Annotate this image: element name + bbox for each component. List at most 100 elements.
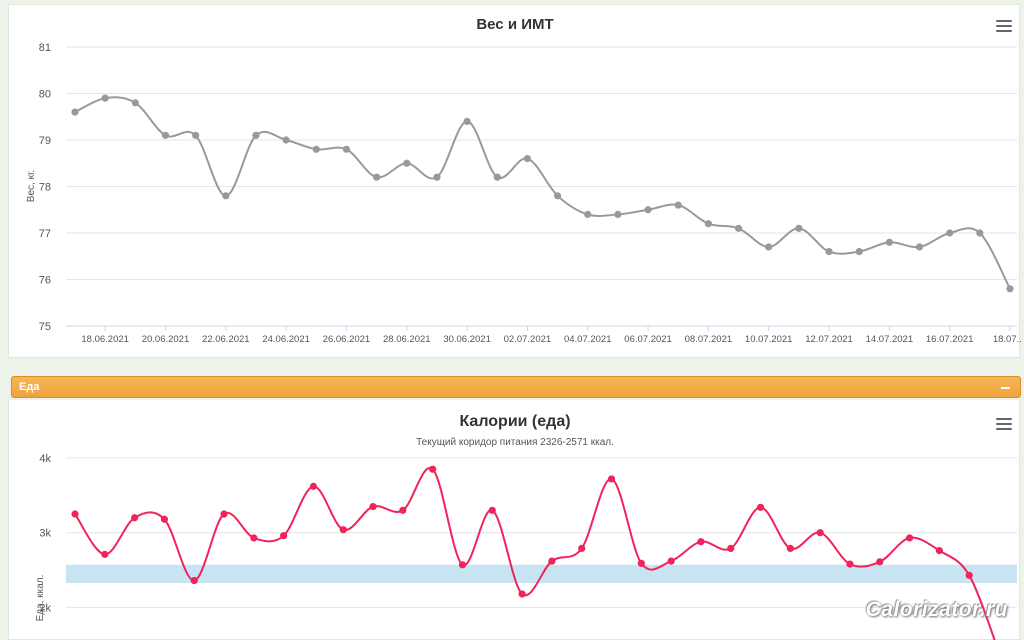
x-tick-label: 24.06.2021 bbox=[262, 334, 310, 345]
weight-data-point bbox=[1006, 285, 1014, 293]
weight-chart-panel: Вес и ИМТ 75 76 77 78 79 80 81 Вес, кг. 18.06.202… bbox=[8, 4, 1021, 358]
x-tick-label: 18.06.2021 bbox=[81, 334, 129, 345]
weight-data-point bbox=[614, 210, 622, 218]
calories-data-point bbox=[458, 561, 467, 569]
calories-data-point bbox=[101, 550, 109, 558]
calories-data-point bbox=[518, 590, 526, 598]
calories-chart: Калории (еда) Текущий коридор питания 232… bbox=[35, 413, 1017, 640]
weight-data-point bbox=[734, 224, 743, 232]
chart-title: Калории (еда) bbox=[459, 413, 570, 430]
weight-data-point bbox=[222, 192, 230, 200]
x-tick-label: 26.06.2021 bbox=[323, 334, 371, 345]
weight-data-point bbox=[433, 173, 441, 181]
y-tick-label: 4k bbox=[39, 453, 51, 465]
y-axis-label: Вес, кг. bbox=[26, 170, 37, 202]
x-tick-label: 14.07.2021 bbox=[866, 334, 914, 345]
x-tick-label: 02.07.2021 bbox=[504, 334, 552, 345]
calories-data-point bbox=[429, 465, 437, 473]
y-tick-label: 76 bbox=[39, 275, 51, 287]
y-tick-label: 79 bbox=[39, 135, 51, 147]
weight-data-point bbox=[704, 220, 712, 228]
calories-chart-menu-icon[interactable] bbox=[996, 418, 1012, 430]
collapse-icon[interactable] bbox=[1001, 387, 1010, 389]
weight-data-point bbox=[553, 192, 562, 200]
weight-data-point bbox=[885, 238, 893, 246]
calories-data-point bbox=[816, 529, 824, 537]
weight-data-point bbox=[192, 131, 200, 139]
calories-data-point bbox=[578, 544, 586, 552]
watermark: Calorizator.ru bbox=[865, 598, 1008, 621]
food-section-header[interactable]: Еда bbox=[11, 376, 1021, 398]
calories-data-point bbox=[846, 560, 854, 568]
y-tick-label: 2k bbox=[39, 602, 51, 614]
x-tick-label: 20.06.2021 bbox=[142, 334, 190, 345]
weight-data-point bbox=[523, 155, 532, 163]
calories-data-point bbox=[399, 506, 407, 514]
x-tick-label: 16.07.2021 bbox=[926, 334, 974, 345]
weight-data-point bbox=[674, 201, 682, 209]
weight-data-point bbox=[312, 145, 320, 153]
weight-data-point bbox=[644, 206, 652, 214]
calories-data-point bbox=[190, 576, 198, 585]
x-tick-label: 10.07.2021 bbox=[745, 334, 793, 345]
food-section-title: Еда bbox=[19, 381, 40, 393]
weight-data-point bbox=[855, 248, 863, 256]
weight-data-point bbox=[584, 210, 592, 218]
calories-data-point bbox=[250, 534, 258, 542]
calories-data-point bbox=[369, 502, 377, 511]
calories-chart-panel: Калории (еда) Текущий коридор питания 232… bbox=[8, 400, 1020, 640]
weight-chart-menu-icon[interactable] bbox=[996, 20, 1012, 32]
y-tick-label: 81 bbox=[39, 42, 51, 54]
weight-data-point bbox=[342, 145, 351, 153]
weight-chart: Вес и ИМТ 75 76 77 78 79 80 81 Вес, кг. 18.06.202… bbox=[26, 16, 1021, 345]
weight-data-point bbox=[915, 243, 924, 251]
chart-title: Вес и ИМТ bbox=[476, 16, 553, 33]
y-tick-label: 3k bbox=[39, 528, 51, 540]
weight-data-point bbox=[976, 229, 984, 237]
calories-data-point bbox=[339, 526, 347, 534]
calories-data-point bbox=[548, 557, 556, 565]
calories-data-point bbox=[280, 532, 288, 540]
weight-data-point bbox=[282, 136, 290, 144]
weight-data-point bbox=[795, 224, 803, 232]
y-tick-label: 78 bbox=[39, 182, 51, 194]
calories-data-point bbox=[71, 510, 79, 518]
weight-data-point bbox=[252, 131, 260, 139]
y-tick-label: 80 bbox=[39, 89, 51, 101]
calories-data-point bbox=[488, 506, 496, 514]
y-axis-label: Еда, ккал. bbox=[35, 575, 46, 622]
calories-data-point bbox=[309, 482, 318, 490]
weight-data-point bbox=[131, 99, 139, 107]
calories-data-point bbox=[876, 558, 884, 566]
x-tick-label: 18.07.... bbox=[993, 334, 1021, 345]
calories-data-point bbox=[667, 557, 675, 565]
x-tick-label: 12.07.2021 bbox=[805, 334, 853, 345]
calories-data-point bbox=[160, 515, 169, 523]
weight-data-point bbox=[765, 243, 773, 251]
weight-data-point bbox=[373, 173, 381, 181]
calories-data-point bbox=[905, 534, 914, 542]
x-tick-label: 30.06.2021 bbox=[443, 334, 491, 345]
weight-data-point bbox=[493, 173, 501, 181]
calories-data-point bbox=[637, 559, 645, 567]
calories-data-point bbox=[935, 547, 943, 555]
calories-data-point bbox=[965, 571, 973, 579]
weight-series-line bbox=[74, 96, 1011, 290]
calories-series-line bbox=[74, 467, 996, 640]
weight-data-point bbox=[71, 108, 79, 116]
weight-data-point bbox=[403, 159, 411, 167]
x-tick-label: 28.06.2021 bbox=[383, 334, 431, 345]
x-tick-label: 08.07.2021 bbox=[685, 334, 733, 345]
x-tick-label: 04.07.2021 bbox=[564, 334, 612, 345]
calories-data-point bbox=[220, 510, 228, 518]
weight-data-point bbox=[101, 94, 109, 102]
calories-data-point bbox=[697, 538, 705, 546]
calories-data-point bbox=[607, 475, 616, 483]
calories-data-point bbox=[786, 544, 794, 552]
weight-data-point bbox=[946, 229, 954, 237]
calories-data-point bbox=[727, 544, 735, 552]
weight-data-point bbox=[161, 131, 170, 139]
x-tick-label: 06.07.2021 bbox=[624, 334, 672, 345]
x-tick-label: 22.06.2021 bbox=[202, 334, 250, 345]
y-tick-label: 75 bbox=[39, 321, 51, 333]
